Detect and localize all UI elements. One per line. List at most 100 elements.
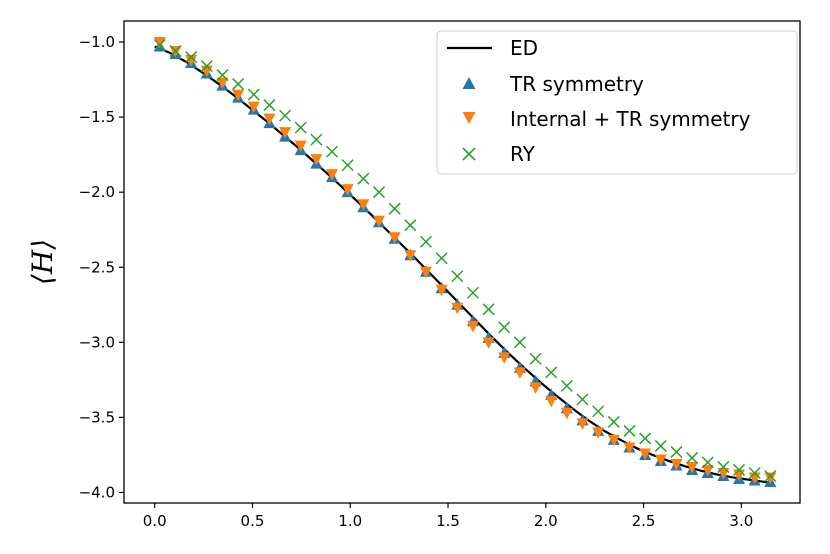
y-tick-label: −1.5	[79, 108, 115, 126]
x-tick-label: 2.0	[534, 512, 558, 530]
internal-tr-symmetry-point	[232, 89, 245, 102]
ry-point	[232, 78, 245, 91]
internal-tr-symmetry-point	[294, 140, 307, 153]
ry-point	[529, 352, 542, 365]
ry-point	[372, 186, 386, 199]
internal-tr-symmetry-point	[670, 458, 683, 471]
ry-point	[686, 451, 699, 464]
ry-point	[169, 45, 182, 58]
internal-tr-symmetry-point	[623, 442, 636, 454]
x-tick-label: 2.5	[632, 512, 656, 530]
ry-point	[216, 69, 229, 82]
legend-box	[436, 30, 798, 175]
x-tick-label: 1.0	[338, 512, 362, 530]
internal-tr-symmetry-point	[372, 215, 385, 228]
internal-tr-symmetry-point	[466, 320, 479, 333]
ry-point	[498, 321, 511, 334]
internal-tr-symmetry-point	[639, 448, 652, 460]
internal-tr-symmetry-point	[701, 464, 714, 477]
internal-tr-symmetry-point	[451, 302, 464, 315]
internal-tr-symmetry-point	[686, 461, 699, 474]
ry-point	[435, 252, 448, 265]
ry-point	[717, 460, 730, 473]
internal-tr-symmetry-point	[607, 434, 620, 447]
axes-frame	[123, 20, 801, 504]
x-axis: 0.0 0.5 1.0 1.5 2.0 2.5 3.0	[143, 503, 753, 530]
ry-point	[670, 445, 683, 458]
ry-point	[654, 439, 667, 452]
ry-point	[639, 432, 652, 445]
legend-marker-tr-symmetry	[462, 77, 476, 89]
ry-point	[482, 303, 495, 316]
y-tick-label: −3.0	[79, 333, 115, 351]
x-tick-label: 0.5	[241, 512, 265, 530]
ry-point	[592, 405, 605, 418]
x-tick-label: 0.0	[143, 512, 167, 530]
y-tick-label: −2.5	[79, 258, 115, 276]
internal-tr-symmetry-point	[279, 127, 292, 139]
legend-label-tr-symmetry: TR symmetry	[509, 72, 644, 96]
ry-point	[200, 60, 213, 73]
y-tick-label: −1.0	[79, 33, 115, 51]
internal-tr-symmetry-point	[545, 395, 558, 408]
ry-point	[388, 202, 401, 215]
ry-point	[247, 88, 260, 101]
ry-point	[326, 145, 339, 158]
internal-tr-symmetry-point	[498, 352, 511, 364]
legend: ED TR symmetry Internal + TR symmetry RY	[436, 30, 798, 175]
internal-tr-symmetry-point	[560, 407, 573, 420]
internal-tr-symmetry-point	[435, 284, 448, 297]
ry-point	[764, 469, 777, 483]
ry-point	[357, 172, 370, 185]
ry-point	[701, 456, 714, 469]
y-tick-label: −2.0	[79, 183, 115, 201]
legend-label-internal-tr-symmetry: Internal + TR symmetry	[510, 107, 751, 131]
internal-tr-symmetry-point	[263, 113, 276, 126]
ry-point	[576, 393, 589, 406]
ry-point	[153, 38, 166, 52]
ry-point	[185, 51, 198, 64]
ry-point	[294, 121, 307, 134]
internal-tr-symmetry-point	[153, 37, 166, 49]
internal-tr-symmetry-point	[310, 154, 323, 166]
ry-point	[623, 424, 636, 437]
ry-point	[451, 270, 464, 283]
internal-tr-symmetry-point	[388, 232, 401, 244]
internal-tr-symmetry-point	[326, 169, 339, 181]
ry-point	[545, 366, 558, 379]
ry-point	[341, 159, 354, 172]
y-tick-label: −3.5	[79, 408, 115, 426]
internal-tr-symmetry-point	[529, 382, 542, 394]
ry-point	[263, 99, 276, 112]
y-axis: −1.0 −1.5 −2.0 −2.5 −3.0 −3.5 −4.0	[79, 33, 124, 501]
ry-point	[748, 466, 761, 479]
ry-point	[466, 286, 479, 299]
ry-point	[607, 415, 620, 428]
legend-marker-ry	[462, 147, 476, 161]
internal-tr-symmetry-point	[216, 77, 229, 90]
internal-tr-symmetry-point	[404, 250, 417, 262]
legend-label-ed: ED	[510, 36, 538, 60]
internal-tr-symmetry-point	[357, 199, 370, 211]
ry-point	[513, 336, 526, 349]
x-tick-label: 1.5	[436, 512, 460, 530]
ry-point	[419, 235, 432, 248]
legend-marker-internal-tr-symmetry	[462, 112, 476, 124]
internal-tr-symmetry-point	[185, 55, 198, 67]
legend-label-ry: RY	[510, 142, 536, 166]
ry-point	[560, 379, 573, 392]
y-axis-label: ⟨H⟩	[26, 239, 59, 285]
ry-point	[310, 133, 323, 146]
y-tick-label: −4.0	[79, 483, 115, 501]
internal-tr-symmetry-point	[482, 337, 495, 349]
ry-point	[733, 463, 746, 476]
internal-tr-symmetry-point	[592, 427, 605, 439]
internal-tr-symmetry-point	[513, 367, 526, 379]
ry-point	[279, 109, 292, 122]
internal-tr-symmetry-point	[654, 454, 667, 466]
internal-tr-symmetry-point	[419, 266, 432, 279]
internal-tr-symmetry-point	[341, 184, 354, 196]
ry-point	[404, 219, 417, 232]
plot-area	[153, 37, 777, 487]
